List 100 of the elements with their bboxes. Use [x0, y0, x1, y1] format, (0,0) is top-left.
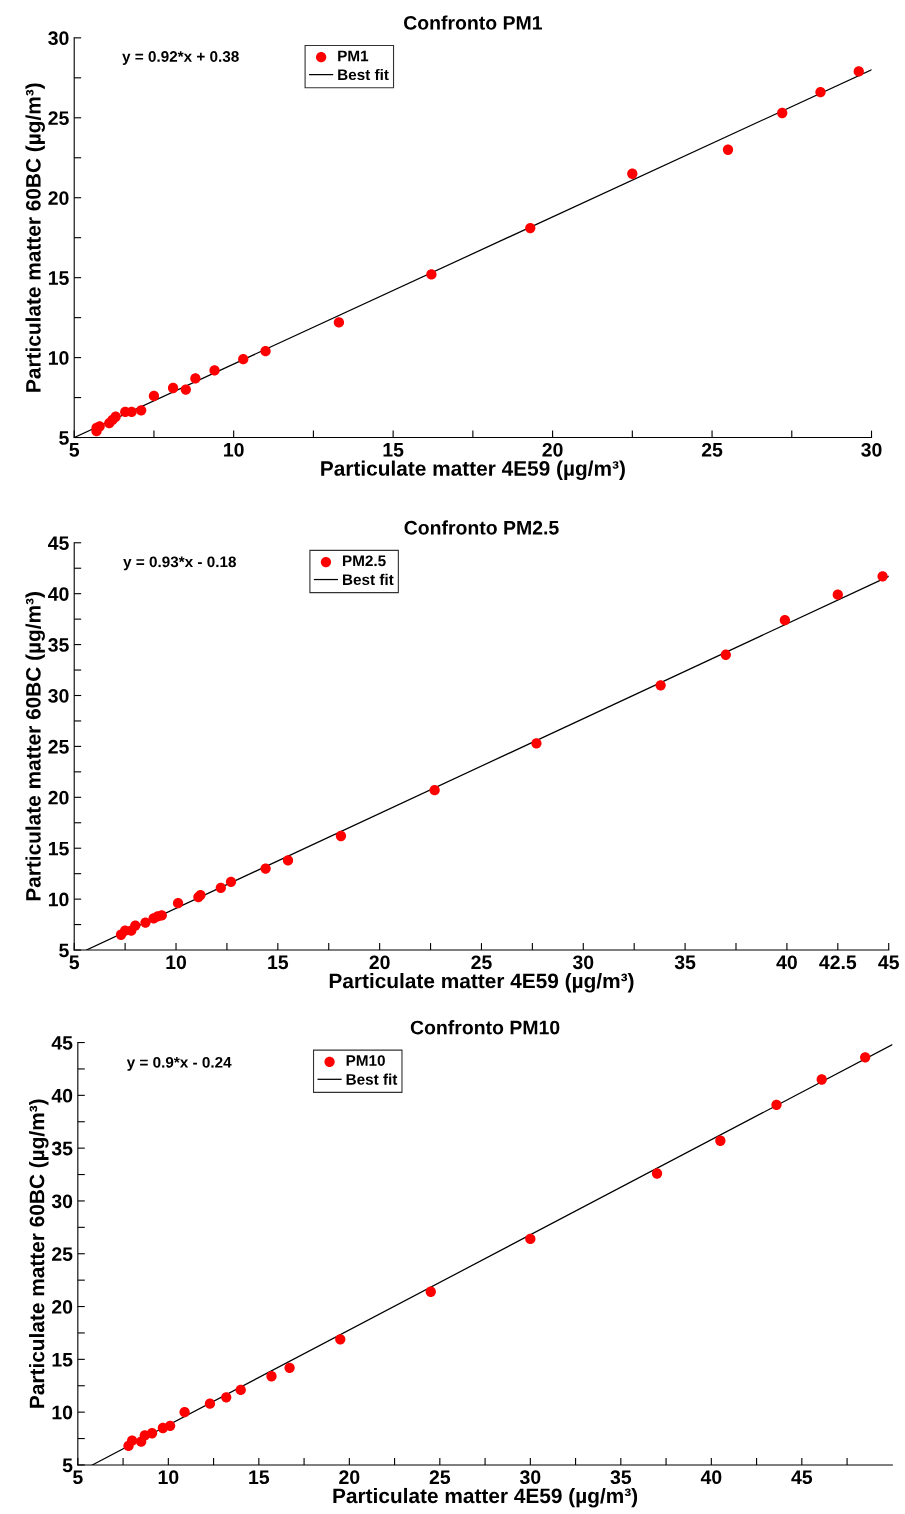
point [655, 680, 666, 691]
x-tick-label: 20 [542, 442, 563, 457]
y-tick-label: 20 [52, 1300, 73, 1314]
chart-title: Confronto PM1 [404, 15, 542, 30]
x-tick-label: 15 [268, 955, 289, 970]
point [282, 855, 294, 866]
point [525, 222, 536, 234]
x-axis-title: Particulate matter 4E59 (µg/m³) [329, 973, 634, 993]
point [266, 1371, 277, 1382]
y-tick-label: 35 [48, 638, 69, 652]
point [284, 1362, 295, 1373]
point [260, 863, 271, 874]
y-tick-label: 40 [51, 1088, 73, 1103]
point [832, 589, 843, 600]
y-tick-label: 15 [48, 841, 69, 856]
chart-title: Confronto PM10 [410, 1020, 560, 1035]
y-axis-title: Particulate matter 60BC (µg/m³) [29, 1099, 49, 1408]
point [126, 1435, 138, 1446]
point [238, 354, 249, 365]
legend-label: Best fit [346, 1073, 398, 1085]
y-tick-label: 20 [48, 191, 69, 205]
point [333, 317, 345, 328]
legend-label: PM10 [346, 1055, 385, 1066]
y-tick-label: 25 [52, 1247, 73, 1261]
y-tick-label: 5 [59, 943, 69, 958]
point [204, 1398, 216, 1409]
point [260, 346, 271, 357]
point [190, 373, 201, 384]
y-axis-title: Particulate matter 60BC (µg/m³) [25, 83, 45, 392]
point [164, 1420, 176, 1432]
x-tick-label: 10 [224, 442, 244, 457]
point [209, 365, 220, 376]
point [335, 1334, 346, 1345]
x-tick-label: 40 [776, 955, 797, 970]
point [136, 405, 147, 416]
point [525, 1233, 536, 1245]
legend-label: Best fit [338, 68, 389, 81]
point [180, 384, 191, 395]
point [148, 390, 160, 402]
x-tick-label: 20 [369, 955, 390, 970]
point [853, 66, 864, 77]
y-tick-label: 45 [51, 1036, 73, 1050]
x-tick-label: 25 [429, 1470, 451, 1485]
y-tick-label: 10 [52, 1405, 73, 1420]
point [877, 571, 888, 582]
x-tick-label: 15 [383, 443, 404, 457]
x-tick-label: 45 [878, 955, 899, 970]
point [140, 917, 151, 928]
point [722, 144, 734, 155]
annotation: y = 0.92*x + 0.38 [122, 51, 239, 65]
point [146, 1428, 158, 1439]
y-tick-label: 35 [51, 1141, 73, 1156]
point [860, 1052, 871, 1063]
point [167, 382, 179, 394]
point [777, 107, 788, 119]
point [221, 1392, 232, 1403]
y-tick-label: 15 [52, 1353, 73, 1367]
point [172, 898, 184, 909]
x-axis-title: Particulate matter 4E59 (µg/m³) [321, 460, 625, 481]
point [651, 1168, 663, 1179]
point [815, 87, 826, 98]
y-tick-label: 10 [48, 892, 69, 907]
x-tick-label: 5 [73, 1470, 83, 1485]
point [715, 1135, 726, 1146]
point [429, 785, 440, 796]
x-tick-label: 30 [519, 1470, 541, 1485]
x-tick-label: 30 [861, 442, 882, 457]
x-tick-label: 10 [166, 955, 187, 970]
point [335, 830, 347, 842]
point [426, 269, 437, 280]
y-tick-label: 30 [48, 31, 69, 46]
annotation: y = 0.9*x - 0.24 [126, 1056, 232, 1071]
x-tick-label: 30 [572, 955, 594, 970]
point [425, 1286, 436, 1297]
y-tick-label: 30 [51, 1194, 73, 1209]
legend-label: PM1 [338, 50, 369, 62]
x-tick-label: 42.5 [819, 955, 857, 970]
x-tick-label: 40 [700, 1470, 722, 1485]
y-tick-label: 40 [48, 587, 69, 601]
point [215, 882, 226, 894]
x-tick-label: 25 [701, 442, 723, 457]
y-tick-label: 25 [48, 739, 69, 754]
point [235, 1384, 246, 1396]
y-axis-title: Particulate matter 60BC (µg/m³) [25, 592, 45, 901]
legend-label: Best fit [343, 573, 394, 586]
x-tick-label: 20 [339, 1470, 360, 1485]
legend-label: PM2.5 [343, 555, 386, 567]
x-tick-label: 35 [674, 955, 696, 970]
y-tick-label: 10 [48, 351, 69, 365]
x-tick-label: 15 [249, 1470, 270, 1485]
point [771, 1099, 782, 1110]
point [816, 1074, 827, 1085]
point [225, 876, 237, 887]
point [110, 411, 121, 422]
x-tick-label: 10 [158, 1470, 179, 1485]
y-tick-label: 5 [62, 1458, 73, 1473]
y-tick-label: 25 [48, 111, 69, 126]
x-tick-label: 35 [610, 1470, 632, 1485]
y-tick-label: 20 [48, 790, 69, 805]
y-tick-label: 45 [48, 536, 69, 551]
